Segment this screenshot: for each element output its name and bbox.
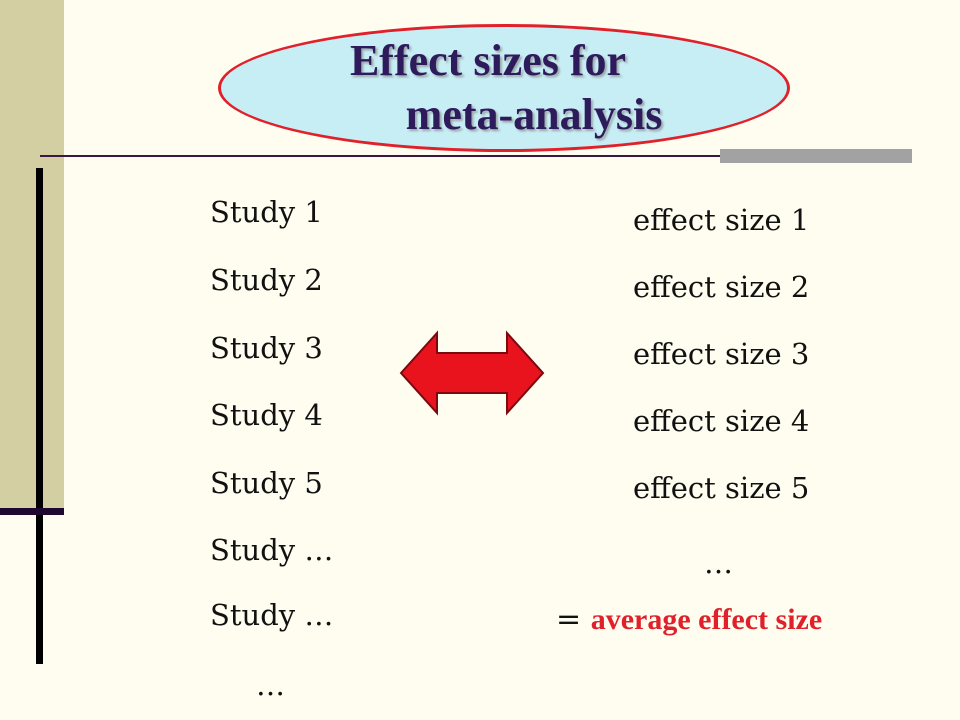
effect-size-item: effect size 1 [633,203,810,237]
studies-ellipsis: … [256,668,285,702]
title-ellipse [218,24,790,152]
side-vertical-rule [36,168,43,664]
study-item: Study … [210,598,334,632]
double-headed-arrow-icon [399,330,545,416]
equals-sign: = [556,602,582,637]
study-item: Study 4 [210,398,323,432]
effect-size-item: effect size 5 [633,471,810,505]
effect-size-item: effect size 3 [633,337,810,371]
slide-title: Effect sizes for meta-analysis [218,34,790,142]
study-item: Study 2 [210,263,323,297]
title-line-1: Effect sizes for [349,36,627,85]
average-effect-label: average effect size [590,603,823,636]
title-underline [40,155,912,157]
title-line-2: meta-analysis [405,90,663,139]
side-panel [0,0,64,512]
study-item: Study 3 [210,331,323,365]
average-effect-result: = average effect size [556,602,822,637]
study-item: Study 1 [210,195,323,229]
side-horizontal-rule [0,508,64,515]
effect-size-item: effect size 4 [633,404,810,438]
effects-ellipsis: … [704,546,733,580]
study-item: Study … [210,533,334,567]
study-item: Study 5 [210,466,323,500]
title-accent-bar [720,149,912,163]
effect-size-item: effect size 2 [633,270,810,304]
